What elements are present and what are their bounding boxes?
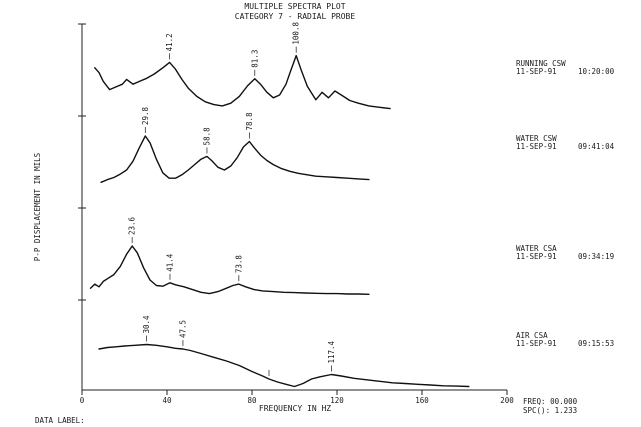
freq-readout: FREQ: 00.000 <box>523 397 578 406</box>
x-axis-label: FREQUENCY IN HZ <box>259 404 331 413</box>
spectrum-name: RUNNING CSW <box>516 59 566 68</box>
spectrum-name: WATER CSW <box>516 134 557 143</box>
spectrum-separators <box>78 23 86 301</box>
spectrum-date: 11-SEP-91 <box>516 142 557 151</box>
chart-title: MULTIPLE SPECTRA PLOT <box>244 2 345 11</box>
spectrum-date: 11-SEP-91 <box>516 252 557 261</box>
peak-label: 81.3 <box>250 50 259 68</box>
peak-label: 47.5 <box>178 320 187 338</box>
peak-label: 29.8 <box>141 106 150 125</box>
peak-label: 100.8 <box>292 22 301 45</box>
spectrum-trace <box>89 245 370 295</box>
spectrum-name: WATER CSA <box>516 244 557 253</box>
x-axis-ticks: 0 40 80 120 160 200 <box>80 390 514 405</box>
spectrum-date: 11-SEP-91 <box>516 67 557 76</box>
x-tick-label: 80 <box>247 396 257 405</box>
spectrum-time: 10:20:00 <box>578 67 615 76</box>
peak-label: 41.4 <box>165 253 174 272</box>
y-axis-label: P-P DISPLACEMENT IN MILS <box>33 152 42 261</box>
chart-subtitle: CATEGORY 7 - RADIAL PROBE <box>235 12 356 21</box>
spectrum-time: 09:41:04 <box>578 142 615 151</box>
peak-label: 58.8 <box>202 127 211 146</box>
spectrum-date: 11-SEP-91 <box>516 339 557 348</box>
peak-label: 23.6 <box>128 216 137 235</box>
peak-label: 30.4 <box>142 315 151 334</box>
spectrum-trace <box>98 343 470 388</box>
x-tick-label: 120 <box>330 396 344 405</box>
spectrum-time: 09:34:19 <box>578 252 614 261</box>
spectrum-trace <box>94 54 391 110</box>
x-tick-label: 200 <box>500 396 514 405</box>
spectrum-trace <box>100 135 370 183</box>
spectrum-name: AIR CSA <box>516 331 548 340</box>
x-tick-label: 0 <box>80 396 85 405</box>
spectrum-time: 09:15:53 <box>578 339 614 348</box>
peak-label: 41.2 <box>165 33 174 51</box>
x-tick-label: 160 <box>415 396 429 405</box>
peak-label: 78.8 <box>245 112 254 131</box>
peak-label: 117.4 <box>327 340 336 363</box>
peak-label: 73.8 <box>234 255 243 274</box>
data-label: DATA LABEL: <box>35 416 85 425</box>
x-tick-label: 40 <box>162 396 172 405</box>
spc-readout: SPC(): 1.233 <box>523 406 577 415</box>
